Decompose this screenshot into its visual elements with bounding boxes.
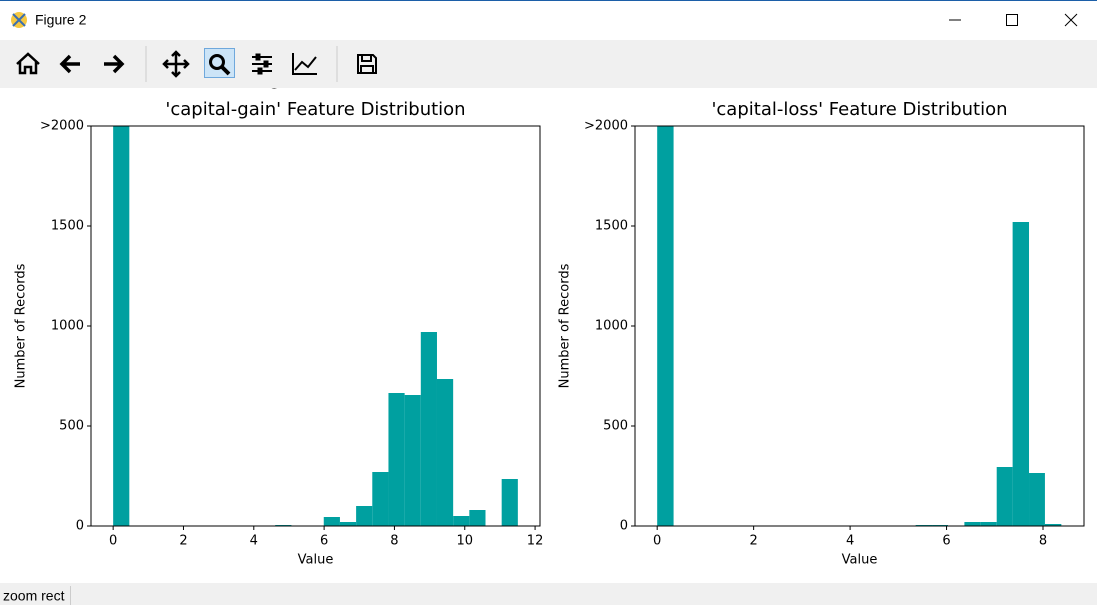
chart-title: 'capital-gain' Feature Distribution bbox=[165, 99, 465, 120]
y-tick-label: 500 bbox=[603, 419, 628, 434]
bar bbox=[1012, 222, 1030, 526]
y-tick-label: 500 bbox=[59, 419, 84, 434]
x-tick-label: 6 bbox=[942, 534, 950, 549]
bar bbox=[404, 395, 421, 526]
y-axis-label: Number of Records bbox=[14, 263, 29, 388]
close-button[interactable] bbox=[1064, 13, 1078, 27]
x-axis-label: Value bbox=[842, 553, 878, 568]
y-tick-label: 0 bbox=[620, 519, 628, 534]
bars bbox=[657, 126, 1062, 526]
slider-knob bbox=[263, 60, 269, 68]
window-title: Figure 2 bbox=[35, 12, 87, 28]
subplot: 0 2 4 6 8 0 500 1000 1500 >2000 'capital-loss' Fea… bbox=[558, 99, 1085, 568]
maximize-button[interactable] bbox=[1006, 14, 1018, 26]
bar bbox=[501, 479, 518, 526]
x-tick-label: 8 bbox=[1039, 534, 1047, 549]
zoom-icon bbox=[209, 54, 225, 70]
bar bbox=[356, 506, 373, 526]
home-button[interactable] bbox=[16, 52, 40, 75]
x-tick-label: 10 bbox=[456, 534, 473, 549]
y-axis-label: Number of Records bbox=[558, 263, 573, 388]
x-tick-label: 4 bbox=[846, 534, 854, 549]
back-button[interactable] bbox=[59, 54, 80, 74]
x-axis-label: Value bbox=[298, 553, 334, 568]
y-tick-label: 1000 bbox=[51, 319, 84, 334]
y-tick-label: 1500 bbox=[595, 219, 628, 234]
bar bbox=[420, 332, 437, 526]
x-tick-label: 0 bbox=[109, 534, 117, 549]
bar bbox=[339, 522, 357, 526]
bar bbox=[453, 516, 470, 526]
title-bar bbox=[0, 0, 1097, 40]
chart-title: 'capital-loss' Feature Distribution bbox=[711, 99, 1007, 120]
edit-axes-button[interactable] bbox=[292, 53, 317, 75]
slider-knob bbox=[255, 53, 261, 61]
y-tick-label: 1500 bbox=[51, 219, 84, 234]
y-tick-label: >2000 bbox=[584, 119, 628, 134]
y-tick-label: >2000 bbox=[40, 119, 84, 134]
slider-knob bbox=[257, 67, 263, 75]
bar bbox=[657, 126, 674, 526]
zoom-button[interactable] bbox=[204, 48, 235, 78]
x-tick-label: 12 bbox=[527, 534, 544, 549]
status-bar bbox=[0, 583, 1097, 605]
status-text: zoom rect bbox=[3, 588, 65, 604]
y-tick-label: 1000 bbox=[595, 319, 628, 334]
y-tick-label: 0 bbox=[76, 519, 84, 534]
bar bbox=[323, 517, 340, 526]
bar bbox=[996, 467, 1013, 526]
zoom-icon-handle bbox=[220, 65, 231, 76]
pan-button[interactable] bbox=[162, 50, 190, 78]
app-icon bbox=[11, 12, 27, 28]
x-tick-label: 2 bbox=[749, 534, 757, 549]
x-tick-label: 6 bbox=[320, 534, 328, 549]
bar bbox=[964, 522, 981, 526]
x-tick-label: 8 bbox=[390, 534, 398, 549]
subplot: 0 2 4 6 8 10 12 0 500 1000 1500 >2000 'capital-gain'… bbox=[14, 99, 544, 568]
x-tick-label: 2 bbox=[179, 534, 187, 549]
bar bbox=[469, 510, 486, 526]
bar bbox=[436, 379, 454, 526]
bar bbox=[1029, 473, 1045, 526]
bar bbox=[372, 472, 389, 526]
forward-button[interactable] bbox=[104, 54, 125, 74]
bar bbox=[980, 522, 997, 526]
bar bbox=[113, 126, 130, 526]
bar bbox=[388, 393, 405, 526]
bar bbox=[1044, 524, 1062, 526]
x-tick-label: 0 bbox=[653, 534, 661, 549]
save-button[interactable] bbox=[357, 54, 377, 74]
x-tick-label: 4 bbox=[250, 534, 258, 549]
bars bbox=[113, 126, 518, 526]
